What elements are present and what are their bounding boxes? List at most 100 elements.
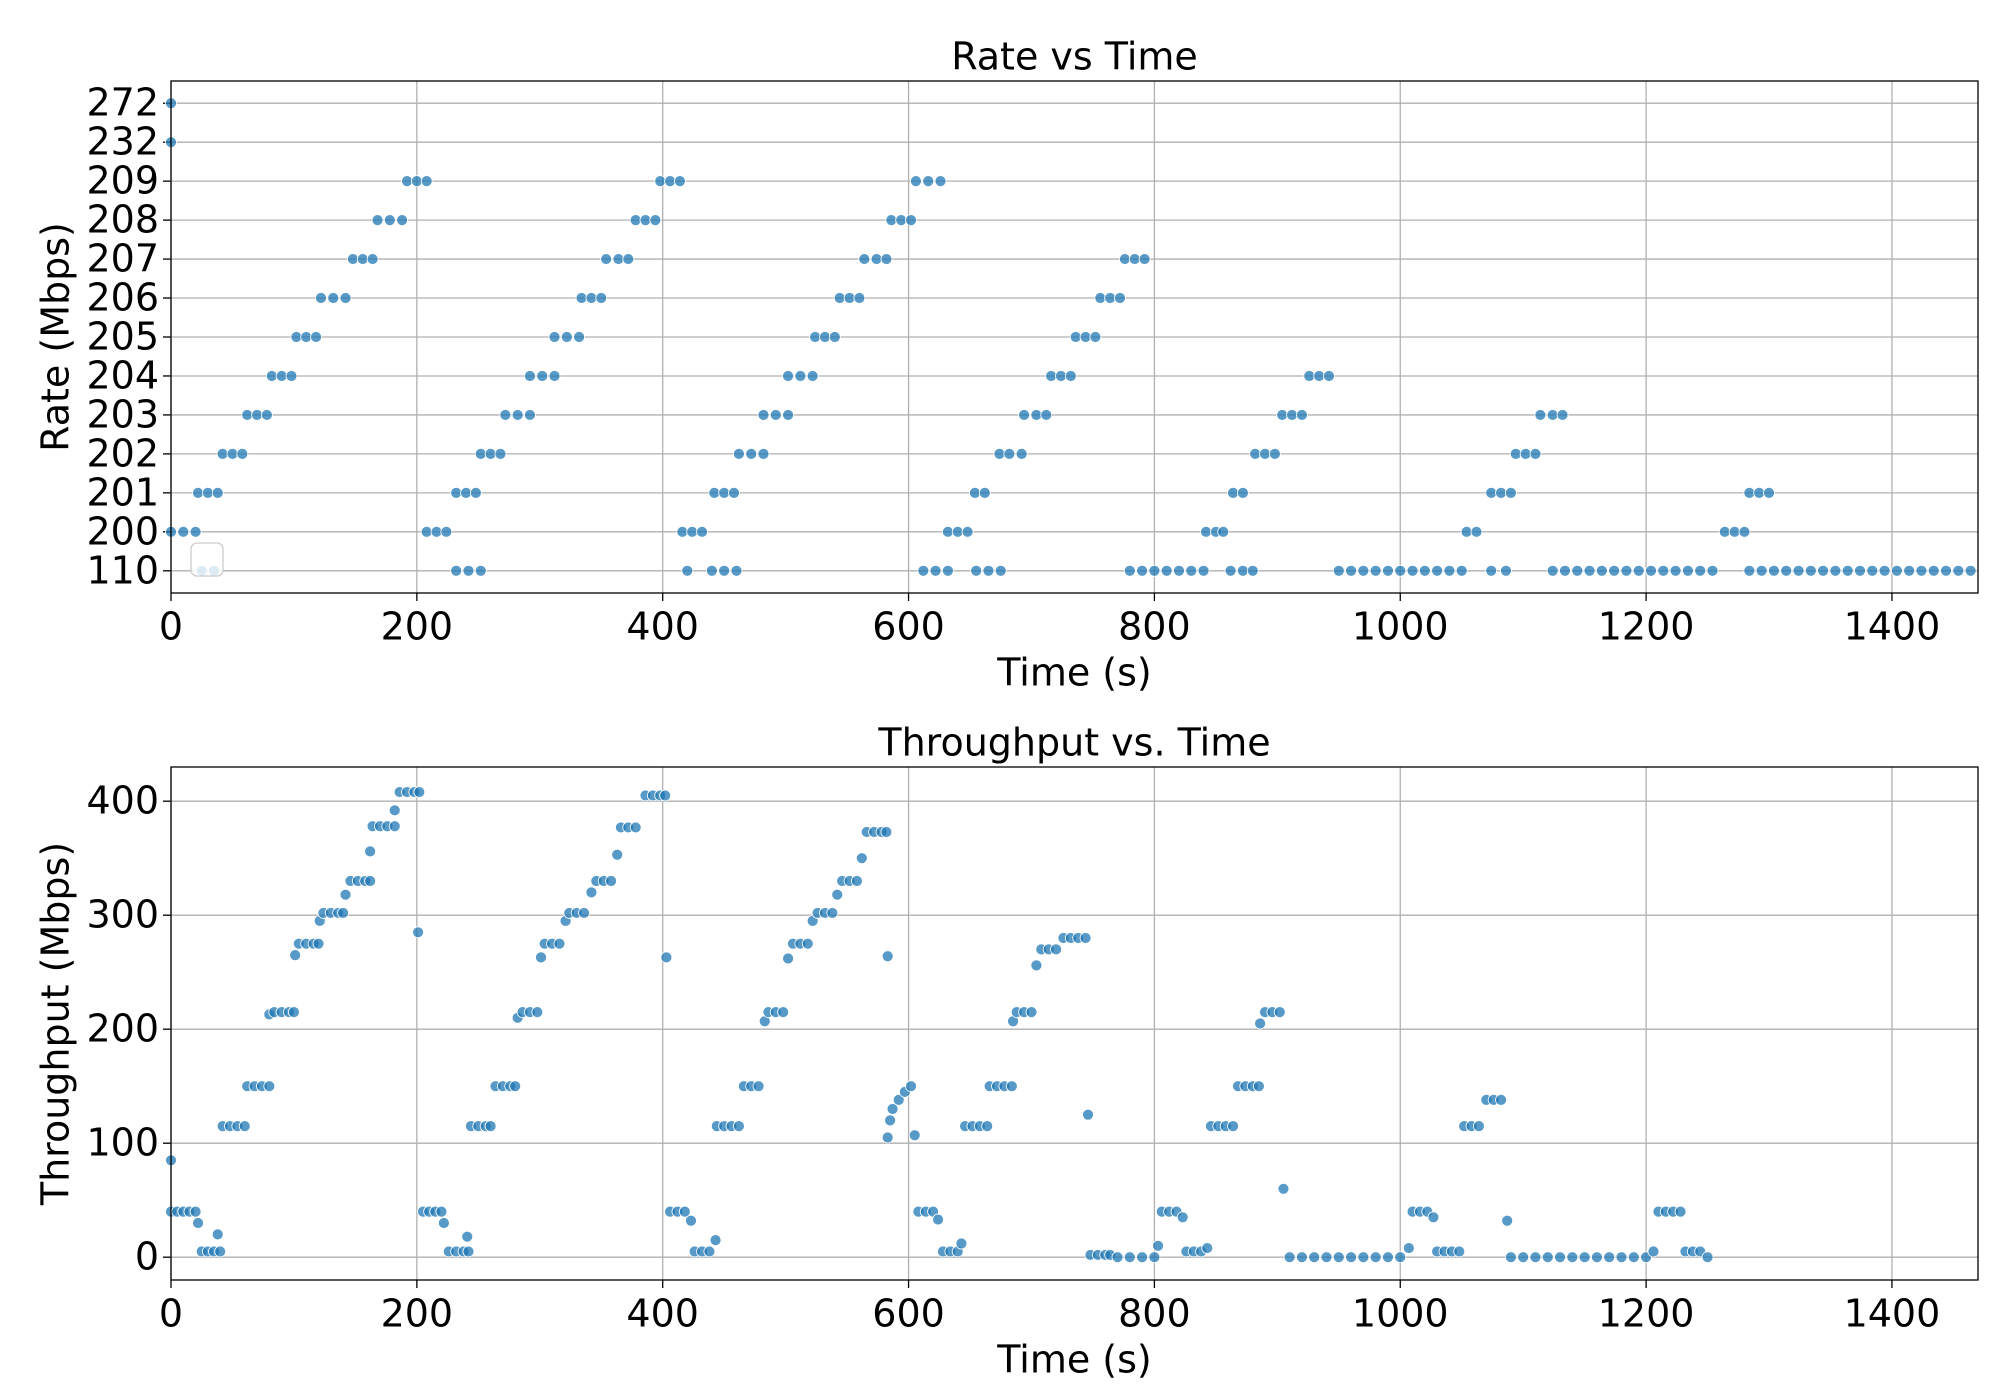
point (819, 331, 831, 343)
point (1485, 486, 1498, 499)
point (1197, 564, 1210, 577)
point (769, 409, 782, 421)
point (1485, 564, 1498, 577)
point (1728, 525, 1741, 538)
point (826, 907, 839, 919)
point (1554, 1251, 1566, 1264)
point (843, 292, 856, 304)
x-tick-label: 1000 (1352, 1292, 1449, 1336)
point (509, 1080, 522, 1093)
point (728, 486, 740, 499)
point (524, 409, 536, 421)
point (794, 370, 807, 382)
point (828, 331, 841, 343)
plot-frame (170, 766, 1979, 1281)
point (211, 486, 224, 499)
point (275, 370, 288, 382)
point (410, 175, 423, 188)
point (585, 292, 598, 304)
point (659, 789, 672, 802)
point (1173, 564, 1185, 577)
point (1345, 1251, 1357, 1264)
point (1089, 331, 1102, 343)
point (745, 447, 758, 460)
point (189, 1205, 202, 1218)
point (733, 1120, 745, 1132)
point (531, 1006, 544, 1018)
point (1079, 331, 1092, 343)
point (1249, 447, 1262, 460)
point (1817, 564, 1830, 577)
point (1453, 1245, 1466, 1258)
point (214, 1245, 227, 1258)
point (1541, 1251, 1554, 1264)
point (1509, 447, 1522, 460)
point (895, 214, 908, 227)
point (578, 907, 590, 919)
point (1964, 564, 1977, 577)
point (1237, 486, 1249, 499)
point (312, 937, 325, 950)
x-tick-label: 200 (381, 605, 454, 649)
x-tick-label: 1200 (1598, 605, 1695, 649)
point (605, 875, 617, 887)
point (1128, 253, 1141, 265)
point (211, 1228, 224, 1241)
point (1114, 292, 1126, 304)
x-tick-label: 600 (872, 605, 945, 649)
point (600, 253, 613, 265)
point (681, 564, 694, 577)
point (1176, 1211, 1189, 1224)
point (560, 331, 573, 343)
point (622, 253, 635, 265)
point (1394, 564, 1407, 577)
y-tick-label: 272 (86, 81, 159, 125)
point (1940, 564, 1952, 577)
point (285, 370, 298, 382)
point (1829, 564, 1842, 577)
point (535, 951, 547, 964)
point (1308, 1251, 1321, 1264)
point (469, 486, 482, 499)
point (1595, 564, 1608, 577)
point (853, 292, 866, 304)
point (435, 1205, 448, 1218)
point (851, 875, 863, 887)
point (371, 214, 384, 227)
point (1254, 1017, 1267, 1030)
point (396, 214, 408, 227)
point (905, 1080, 917, 1093)
point (189, 525, 202, 538)
point (709, 1234, 722, 1246)
point (1273, 1006, 1286, 1018)
point (339, 888, 352, 901)
point (573, 331, 586, 343)
point (892, 1093, 905, 1106)
point (1303, 370, 1316, 382)
point (440, 525, 453, 538)
point (499, 409, 512, 421)
point (450, 486, 463, 499)
y-tick-label: 200 (86, 509, 159, 553)
point (450, 564, 463, 577)
x-tick-label: 1000 (1352, 605, 1449, 649)
point (1227, 1120, 1239, 1132)
point (1276, 409, 1289, 421)
x-tick-label: 800 (1118, 605, 1191, 649)
point (1866, 564, 1879, 577)
point (1418, 564, 1431, 577)
point (1332, 1251, 1345, 1264)
x-tick-label: 600 (872, 1292, 945, 1336)
point (388, 804, 401, 817)
x-tick-label: 0 (159, 1292, 183, 1336)
x-tick-label: 1400 (1844, 605, 1941, 649)
x-tick-label: 0 (159, 605, 183, 649)
point (833, 292, 846, 304)
point (1455, 564, 1468, 577)
point (1738, 525, 1751, 538)
y-tick-label: 202 (86, 431, 159, 475)
point (288, 1006, 300, 1018)
point (474, 564, 487, 577)
point (1030, 959, 1043, 972)
